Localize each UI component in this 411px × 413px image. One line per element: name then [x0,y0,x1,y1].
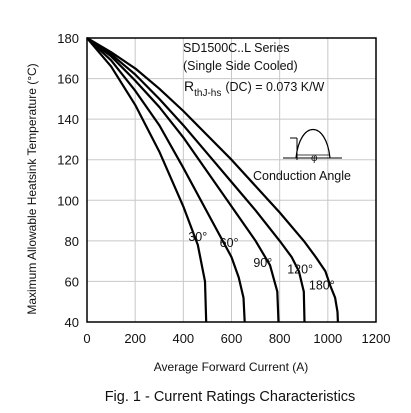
y-tick-label: 40 [65,315,79,330]
curve-label-2: 90° [253,256,272,270]
y-tick-label: 160 [57,72,79,87]
x-tick-label: 200 [124,331,146,346]
conduction-angle-diagram: φ Conduction Angle [253,129,351,183]
y-tick-label: 100 [57,193,79,208]
figure-caption: Fig. 1 - Current Ratings Characteristics [105,389,356,405]
x-tick-label: 600 [221,331,243,346]
series-line-0 [86,37,208,323]
series-group [86,37,339,323]
half-sine-waveform [295,129,331,159]
x-tick-label: 0 [83,331,90,346]
x-tick-label: 800 [269,331,291,346]
curve-label-1: 60° [220,236,239,250]
x-tick-label: 1200 [362,331,391,346]
rth-value: (DC) = 0.073 K/W [225,80,324,94]
y-tick-label: 120 [57,153,79,168]
cooling-note: (Single Side Cooled) [183,59,298,73]
y-axis-title: Maximum Allowable Heatsink Temperature (… [25,63,39,314]
x-axis-title: Average Forward Current (A) [154,360,309,374]
conduction-angle-label: Conduction Angle [253,169,351,183]
x-tick-label: 400 [172,331,194,346]
y-tick-labels: 40 60 80 100 120 140 160 180 [57,31,79,330]
rth-note: RthJ-hs (DC) = 0.073 K/W [184,78,325,99]
series-line-1 [86,37,246,323]
x-tick-label: 1000 [313,331,342,346]
y-tick-label: 60 [65,274,79,289]
rth-subscript: thJ-hs [194,88,221,99]
series-line-2 [86,37,280,323]
plot-frame [86,37,377,323]
series-line-4 [86,37,339,323]
y-tick-label: 140 [57,112,79,127]
curve-label-4: 180° [309,279,335,293]
y-tick-label: 80 [65,234,79,249]
curve-label-3: 120° [287,262,313,276]
curve-labels: 30° 60° 90° 120° 180° [188,230,334,293]
y-tick-label: 180 [57,31,79,46]
rth-symbol: R [184,78,194,94]
phi-symbol: φ [311,153,318,164]
series-line-3 [86,37,306,323]
x-tick-labels: 0 200 400 600 800 1000 1200 [83,331,390,346]
series-name-note: SD1500C..L Series [183,41,290,55]
curve-label-0: 30° [188,230,207,244]
